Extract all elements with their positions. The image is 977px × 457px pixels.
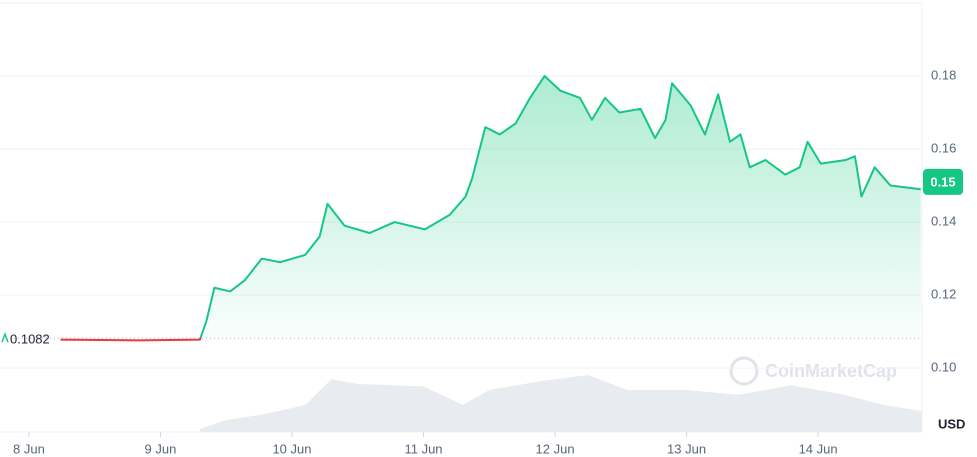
watermark: CoinMarketCap	[729, 356, 897, 386]
y-tick-label: 0.14	[931, 214, 956, 229]
y-unit: USD	[938, 416, 965, 431]
x-tick-label: 11 Jun	[404, 441, 442, 456]
price-line	[60, 75, 921, 342]
baseline-marker	[1, 332, 9, 343]
watermark-text: CoinMarketCap	[765, 361, 897, 381]
x-tick-label: 12 Jun	[536, 441, 575, 456]
baseline-label: 0.1082	[10, 332, 50, 347]
y-tick-label: 0.12	[931, 287, 956, 302]
watermark-logo	[729, 356, 759, 386]
x-tick-label: 10 Jun	[272, 441, 311, 456]
y-tick-label: 0.16	[931, 140, 956, 155]
x-tick-label: 14 Jun	[799, 441, 838, 456]
x-tick-label: 13 Jun	[667, 441, 706, 456]
y-tick-label: 0.18	[931, 67, 956, 82]
price-tag-label: 0.15	[930, 174, 955, 189]
volume-area	[199, 375, 923, 432]
y-tick-label: 0.10	[931, 360, 956, 375]
x-tick-label: 9 Jun	[145, 441, 177, 456]
x-tick-label: 8 Jun	[13, 441, 45, 456]
price-tag	[923, 168, 963, 195]
price-area	[200, 76, 921, 339]
